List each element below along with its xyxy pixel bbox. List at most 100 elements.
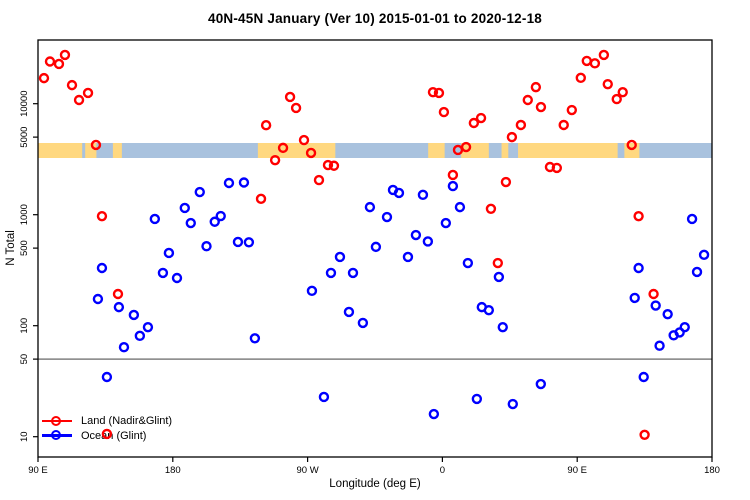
land-data-point [530,81,542,93]
ocean-data-point [629,292,640,304]
land-data-point [551,162,563,174]
ocean-data-point [179,202,190,214]
band-land-segment [461,143,489,158]
ocean-data-point [128,309,140,321]
ocean-data-point [364,201,376,213]
ocean-data-point [440,217,452,229]
land-data-point [575,72,586,84]
legend-ocean-marker-icon [42,429,72,443]
ocean-data-point [497,321,508,333]
x-tick-label: 0 [440,465,445,476]
land-data-point [522,94,533,106]
legend-ocean-ring-icon [51,430,61,441]
land-data-point [468,117,480,129]
land-data-point [298,134,310,146]
band-ocean-strip [38,143,712,158]
ocean-data-point [96,262,108,274]
ocean-data-point [223,177,235,189]
legend-ocean-label: Ocean (Glint) [81,429,147,442]
land-data-point [44,56,56,67]
legend-land-label: Land (Nadir&Glint) [81,415,173,427]
ocean-data-point [417,189,429,201]
ocean-data-point [387,184,399,196]
ocean-data-point [171,272,183,284]
band-land-segment [501,143,509,158]
plot-border [37,39,713,458]
ocean-data-point [185,217,196,229]
land-data-point [82,87,94,99]
land-data-point [485,203,497,215]
band-land-segment [624,143,640,158]
land-data-point [53,58,65,70]
x-tick-label: 90 E [567,465,587,476]
ocean-data-point [483,304,495,316]
land-data-point [452,144,464,156]
ocean-data-point [674,327,685,338]
ocean-data-point [462,257,474,269]
ocean-points [92,177,710,420]
ocean-data-point [650,300,661,311]
land-data-point [269,154,281,166]
land-data-point [617,86,628,98]
land-data-point [447,169,459,181]
land-data-point [255,193,267,205]
land-data-point [475,112,487,124]
legend-land-marker-icon [42,414,72,428]
land-data-point [438,106,450,118]
land-data-point [305,147,317,159]
band-land-segment [428,143,445,158]
ocean-data-point [118,342,130,353]
land-data-point [73,94,85,106]
ocean-data-point [654,340,665,351]
y-tick-label: 500 [19,240,30,256]
x-tick-label: 90 E [28,465,48,476]
ocean-data-point [476,301,487,313]
ocean-data-point [410,229,422,241]
legend: Land (Nadir&Glint) Ocean (Glint) [42,414,172,443]
land-data-point [598,49,610,61]
ocean-data-point [381,211,393,223]
y-axis-label: N Total [5,230,17,266]
band-land-segment [112,143,122,158]
land-data-point [66,79,78,91]
land-data-point [500,176,512,188]
ocean-data-point [370,241,382,253]
ocean-data-point [535,378,547,390]
ocean-data-point [157,267,169,279]
land-data-point [427,86,439,98]
land-data-point [290,102,302,114]
y-tick-label: 100 [19,318,30,334]
ocean-data-point [238,177,250,188]
ocean-data-point [471,393,483,405]
x-tick-label: 180 [704,465,720,476]
ocean-data-point [691,266,703,278]
band-land-segment [38,143,83,158]
land-data-point [90,139,102,151]
land-data-point [492,257,504,269]
ocean-data-point [507,398,518,410]
land-data-point [611,93,622,105]
land-data-point [558,119,569,131]
ocean-data-point [698,249,710,261]
land-data-point [535,101,547,113]
land-data-point [626,139,637,151]
land-data-point [260,120,272,131]
legend-land-ring-icon [51,415,61,426]
land-data-point [277,142,289,154]
x-tick-label: 180 [165,465,181,476]
land-data-point [284,91,296,103]
band-land-segment [518,143,618,158]
ocean-data-point [357,317,369,329]
ocean-data-point [428,408,440,420]
land-data-point [589,58,601,69]
ocean-data-point [662,308,673,320]
land-data-point [433,87,445,99]
ocean-data-point [101,371,113,383]
ocean-data-point [686,213,698,225]
ocean-data-point [334,251,346,263]
y-tick-label: 5000 [19,127,30,148]
ocean-data-point [318,391,330,403]
y-tick-label: 10 [19,431,30,442]
land-data-point [328,160,340,171]
